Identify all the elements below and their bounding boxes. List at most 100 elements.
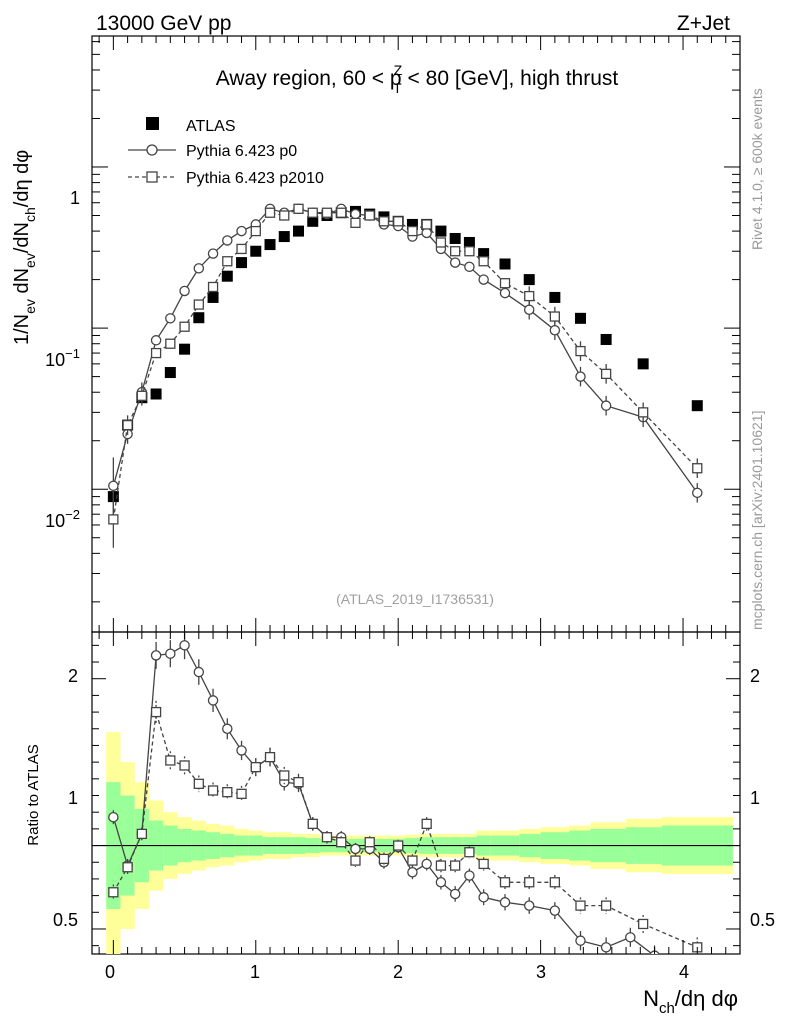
series-point-p2010 [464, 246, 475, 257]
series-point-p2010 [179, 321, 190, 332]
ratio-point-p2010 [236, 788, 247, 799]
ratio-point-p2010 [279, 770, 290, 781]
series-point-p2010 [364, 210, 375, 221]
data-point-atlas [523, 274, 535, 286]
ratio-point-p2010 [250, 761, 261, 773]
series-line-p0 [112, 208, 698, 494]
series-point-p0 [179, 285, 190, 297]
data-point-atlas [250, 245, 262, 257]
series-point-p2010 [264, 207, 276, 218]
series-point-p2010 [250, 225, 261, 237]
ratio-point-p0 [150, 650, 162, 661]
data-point-atlas [221, 270, 233, 282]
series-point-p0 [478, 274, 489, 285]
ratio-point-p0 [549, 905, 561, 916]
series-point-p0 [464, 261, 475, 273]
ratio-point-p0 [236, 745, 247, 756]
series-point-p2010 [293, 203, 304, 214]
ratio-clipped-group [108, 632, 703, 954]
ratio-tick-label-1-left: 1 [68, 788, 78, 808]
data-point-atlas [264, 239, 276, 251]
data-point-atlas [478, 248, 490, 260]
series-point-p0 [165, 313, 176, 324]
data-point-atlas [307, 215, 319, 227]
ratio-tick-label-2-right: 2 [750, 666, 760, 686]
ratio-point-p2010 [336, 837, 347, 848]
ratio-y-axis-label: Ratio to ATLAS [25, 744, 42, 845]
series-point-p2010 [478, 256, 489, 267]
series-point-p0 [421, 227, 432, 239]
ratio-point-p2010 [524, 877, 535, 888]
ratio-tick-label-1-right: 1 [750, 788, 760, 808]
y-axis-label: 1/Nev dNev/dNch/dη dφ [11, 150, 38, 345]
series-point-p2010 [638, 407, 649, 418]
ratio-point-p2010 [549, 877, 561, 888]
y-tick-label-0.1: 10−1 [45, 346, 80, 370]
ratio-point-p0 [575, 935, 586, 946]
series-point-p2010 [136, 390, 147, 401]
series-point-p2010 [236, 243, 247, 255]
analysis-watermark: (ATLAS_2019_I1736531) [336, 591, 494, 607]
series-point-p0 [222, 235, 233, 246]
ratio-point-p0 [499, 897, 511, 908]
ratio-point-p0 [207, 695, 219, 706]
ratio-point-p2010 [150, 706, 162, 718]
rivet-version-label: Rivet 4.1.0, ≥ 600k events [749, 88, 765, 250]
ratio-point-p0 [449, 888, 461, 900]
data-point-atlas [293, 225, 305, 237]
ratio-point-p2010 [165, 755, 176, 766]
y-tick-label-1: 1 [70, 188, 80, 208]
ratio-tick-label-0.5-left: 0.5 [53, 910, 78, 930]
data-point-atlas [574, 312, 586, 324]
data-point-atlas [278, 231, 290, 243]
series-point-p2010 [165, 338, 176, 349]
data-point-atlas [435, 225, 447, 237]
legend-p2010-label: Pythia 6.423 p2010 [186, 170, 324, 187]
ratio-point-p0 [435, 877, 447, 888]
ratio-point-p0 [421, 858, 432, 870]
series-point-p0 [449, 257, 461, 268]
series-point-p2010 [193, 299, 204, 310]
series-point-p2010 [692, 463, 703, 474]
mcplots-label: mcplots.cern.ch [arXiv:2401.10621] [749, 411, 765, 630]
ratio-point-p2010 [350, 855, 361, 866]
data-point-atlas [600, 333, 612, 345]
legend: ATLAS Pythia 6.423 p0 Pythia 6.423 p2010 [128, 117, 324, 187]
process-label: Z+Jet [677, 12, 730, 35]
x-tick-label-0: 0 [105, 962, 115, 982]
y-tick-label-0.01: 10−2 [45, 507, 80, 531]
series-point-p0 [150, 335, 162, 346]
ratio-point-p2010 [464, 847, 475, 858]
series-point-p2010 [499, 278, 511, 289]
energy-label: 13000 GeV pp [96, 12, 231, 35]
main-series-layer [107, 203, 703, 548]
ratio-point-p2010 [421, 818, 432, 830]
ratio-point-p0 [108, 811, 119, 823]
ratio-point-p2010 [499, 877, 511, 888]
series-point-p0 [600, 400, 612, 411]
series-point-p2010 [393, 216, 404, 227]
series-line-p2010 [112, 208, 698, 520]
ratio-point-p2010 [136, 828, 147, 840]
series-point-p2010 [600, 368, 612, 380]
ratio-point-p2010 [450, 860, 461, 871]
data-point-atlas [499, 258, 511, 270]
ratio-point-p0 [523, 900, 535, 911]
ratio-point-p2010 [600, 900, 612, 911]
x-tick-label-4: 4 [679, 962, 689, 982]
legend-atlas-label: ATLAS [186, 118, 236, 135]
series-point-p2010 [336, 207, 347, 218]
ratio-point-p2010 [108, 887, 119, 898]
ratio-point-p2010 [321, 832, 333, 843]
series-point-p2010 [407, 225, 418, 237]
ratio-point-p2010 [407, 855, 418, 866]
data-point-atlas [207, 291, 219, 303]
x-tick-label-1: 1 [250, 962, 260, 982]
ratio-point-p2010 [364, 837, 375, 848]
data-point-atlas [179, 343, 191, 355]
series-point-p2010 [108, 514, 119, 525]
series-point-p0 [236, 225, 247, 237]
ratio-point-p2010 [264, 751, 276, 763]
series-point-p2010 [378, 216, 390, 227]
